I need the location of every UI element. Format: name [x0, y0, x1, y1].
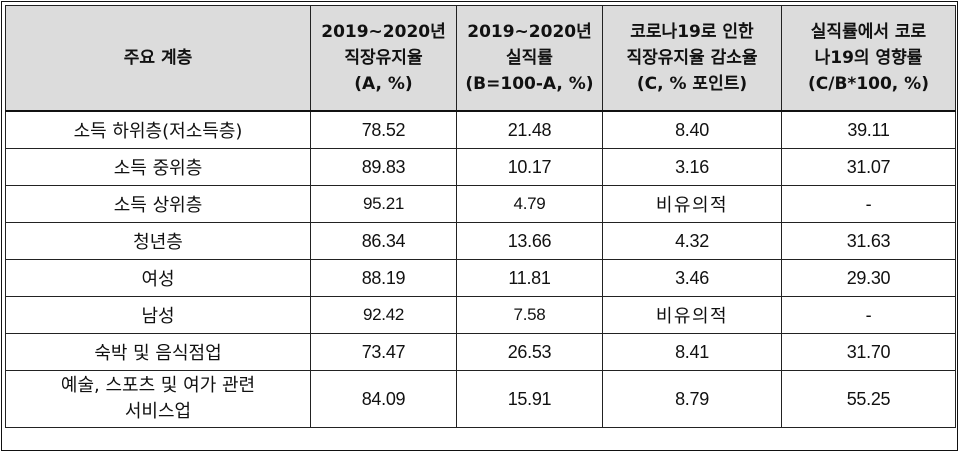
header-text: 직장유지율 감소율 — [626, 48, 758, 68]
header-job-loss: 2019~2020년 실직률 (B=100-A, %) — [456, 5, 603, 112]
job-loss-cell: 13.66 — [456, 222, 603, 260]
header-text: 나19의 영향률 — [814, 48, 923, 68]
group-cell: 소득 하위층(저소득층) — [5, 110, 311, 149]
job-loss-cell: 4.79 — [456, 185, 603, 223]
covid-share-cell: - — [781, 185, 956, 223]
header-text: 코로나19로 인한 — [630, 22, 754, 42]
table-row: 소득 상위층 95.21 4.79 비유의적 - — [5, 185, 956, 223]
covid-drop-cell: 3.46 — [602, 259, 782, 297]
covid-share-cell: 39.11 — [781, 110, 956, 149]
header-text: 실직률에서 코로 — [810, 22, 927, 42]
covid-drop-cell: 비유의적 — [602, 296, 782, 334]
covid-share-cell: 55.25 — [781, 370, 956, 428]
table-row: 남성 92.42 7.58 비유의적 - — [5, 296, 956, 334]
covid-drop-cell: 8.79 — [602, 370, 782, 428]
retention-cell: 78.52 — [310, 110, 457, 149]
group-cell-line: 서비스업 — [124, 401, 192, 422]
retention-cell: 84.09 — [310, 370, 457, 428]
table-row: 여성 88.19 11.81 3.46 29.30 — [5, 259, 956, 297]
table-row: 소득 중위층 89.83 10.17 3.16 31.07 — [5, 148, 956, 186]
covid-drop-cell: 8.41 — [602, 333, 782, 371]
job-loss-cell: 11.81 — [456, 259, 603, 297]
group-cell: 예술, 스포츠 및 여가 관련 서비스업 — [5, 370, 311, 428]
covid-drop-cell: 8.40 — [602, 110, 782, 149]
covid-drop-cell: 3.16 — [602, 148, 782, 186]
job-loss-cell: 10.17 — [456, 148, 603, 186]
covid-share-cell: 29.30 — [781, 259, 956, 297]
covid-share-cell: 31.70 — [781, 333, 956, 371]
covid-share-cell: 31.07 — [781, 148, 956, 186]
covid-drop-cell: 비유의적 — [602, 185, 782, 223]
covid-drop-cell: 4.32 — [602, 222, 782, 260]
table-row: 숙박 및 음식점업 73.47 26.53 8.41 31.70 — [5, 333, 956, 371]
retention-cell: 73.47 — [310, 333, 457, 371]
header-text: 직장유지율 — [344, 48, 423, 68]
header-text: 2019~2020년 — [467, 22, 592, 42]
group-cell: 숙박 및 음식점업 — [5, 333, 311, 371]
group-cell-line: 예술, 스포츠 및 여가 관련 — [60, 375, 256, 396]
header-covid-share: 실직률에서 코로 나19의 영향률 (C/B*100, %) — [781, 5, 956, 112]
group-cell: 소득 중위층 — [5, 148, 311, 186]
header-text: (C/B*100, %) — [808, 74, 929, 94]
retention-cell: 92.42 — [310, 296, 457, 334]
header-group: 주요 계층 — [5, 5, 311, 112]
job-loss-cell: 21.48 — [456, 110, 603, 149]
group-cell: 여성 — [5, 259, 311, 297]
retention-cell: 88.19 — [310, 259, 457, 297]
header-text: 실직률 — [506, 48, 553, 68]
header-retention: 2019~2020년 직장유지율 (A, %) — [310, 5, 457, 112]
job-loss-cell: 7.58 — [456, 296, 603, 334]
header-text: (B=100-A, %) — [465, 74, 594, 94]
header-row: 주요 계층 2019~2020년 직장유지율 (A, %) 2019~2020년… — [5, 5, 956, 112]
group-cell: 청년층 — [5, 222, 311, 260]
table-row: 예술, 스포츠 및 여가 관련 서비스업 84.09 15.91 8.79 55… — [5, 370, 956, 428]
header-text: (C, % 포인트) — [636, 74, 748, 94]
header-covid-drop: 코로나19로 인한 직장유지율 감소율 (C, % 포인트) — [602, 5, 782, 112]
covid-share-cell: - — [781, 296, 956, 334]
table-row: 청년층 86.34 13.66 4.32 31.63 — [5, 222, 956, 260]
header-text: 2019~2020년 — [321, 22, 446, 42]
job-loss-cell: 15.91 — [456, 370, 603, 428]
retention-cell: 86.34 — [310, 222, 457, 260]
group-cell: 남성 — [5, 296, 311, 334]
table-row: 소득 하위층(저소득층) 78.52 21.48 8.40 39.11 — [5, 110, 956, 149]
covid-share-cell: 31.63 — [781, 222, 956, 260]
retention-cell: 89.83 — [310, 148, 457, 186]
header-text: (A, %) — [354, 74, 413, 94]
header-text: 주요 계층 — [123, 48, 193, 68]
job-loss-cell: 26.53 — [456, 333, 603, 371]
covid-job-retention-table: 주요 계층 2019~2020년 직장유지율 (A, %) 2019~2020년… — [5, 5, 956, 428]
group-cell: 소득 상위층 — [5, 185, 311, 223]
retention-cell: 95.21 — [310, 185, 457, 223]
